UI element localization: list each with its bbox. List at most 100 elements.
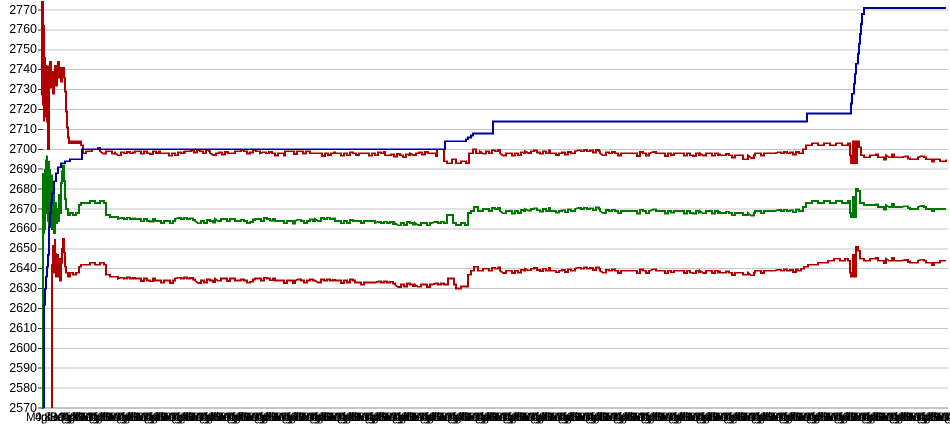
x-tick-label: 0gfDaT4tW <box>394 412 448 424</box>
x-tick-label: 8BQgfD6Th <box>154 412 212 424</box>
x-tick-label: 0gfDaT4tW <box>752 412 807 424</box>
x-tick-label: M4pdeJg0B <box>164 412 221 424</box>
x-tick-label: 0gfDaT4tW <box>145 412 200 424</box>
x-tick-label: 0gfDaT4tW <box>311 412 365 424</box>
x-tick-label: 8BQgfD6Th <box>44 412 101 424</box>
x-tick-label: 8BQgfD6Th <box>237 412 295 424</box>
y-tick-label: 2600 <box>9 340 37 355</box>
x-tick-label: 0gfDaT4tW <box>62 412 117 424</box>
y-tick-label: 2730 <box>9 82 37 97</box>
x-tick-label: M4pdeJg0B <box>688 412 746 424</box>
x-tick-label: 8BQgfD6Th <box>844 412 902 424</box>
x-tick-label: 0gfDaT4tW <box>256 412 310 424</box>
y-tick-label: 2720 <box>9 102 37 116</box>
x-tick-label: M4pdeJg0B <box>909 412 950 424</box>
x-tick-label: 8BQgfD6Th <box>872 412 929 424</box>
x-tick-label: 8BQgfD6Th <box>292 412 350 424</box>
y-tick-label: 2660 <box>9 221 37 236</box>
x-tick-label: M4pdeJg0B <box>633 412 691 424</box>
y-tick-label: 2700 <box>9 141 37 156</box>
x-tick-label: 8BQgfD6Th <box>900 412 950 424</box>
x-tick-label: M4pdeJg0B <box>191 412 249 424</box>
y-tick-label: 2580 <box>9 380 37 395</box>
x-tick-label: 8BQgfD6Th <box>348 412 405 424</box>
x-tick-label: M4pdeJg0B <box>412 412 470 424</box>
x-tick-label: M4pdeJg0B <box>81 412 139 424</box>
x-tick-label: 0gfDaT4tW <box>449 412 503 424</box>
x-tick-label: 0gfDaT4tW <box>366 412 421 424</box>
x-tick-label: 8BQgfD6Th <box>320 412 377 424</box>
x-tick-label: 8BQgfD6Th <box>927 412 950 424</box>
y-tick-label: 2770 <box>9 2 37 17</box>
x-tick-label: 0gfDaT4tW <box>697 412 752 424</box>
x-tick-label: 8BQgfD6Th <box>430 412 488 424</box>
green-line <box>42 155 946 409</box>
x-tick-label: 8BQgfD6Th <box>72 412 129 424</box>
x-tick-label: 0gfDaT4tW <box>670 412 724 424</box>
x-tick-label: 8BQgfD6Th <box>403 412 460 424</box>
x-tick-label: M4pdeJg0B <box>854 412 911 424</box>
x-tick-label: M4pdeJg0B <box>53 412 111 424</box>
x-tick-label: 8BQgfD6Th <box>817 412 874 424</box>
red-lower-line <box>51 237 946 408</box>
x-tick-label: 0gfDaT4tW <box>90 412 145 424</box>
x-tick-label: M4pdeJg0B <box>302 412 359 424</box>
x-tick-label: 0gfDaT4tW <box>918 412 950 424</box>
x-tick-label: M4pdeJg0B <box>826 412 884 424</box>
x-tick-label: 8BQgfD6Th <box>762 412 819 424</box>
x-tick-label: 0gfDaT4tW <box>835 412 890 424</box>
x-tick-label: 8BQgfD6Th <box>596 412 653 424</box>
x-tick-label: 8BQgfD6Th <box>651 412 709 424</box>
x-tick-label: 0gfDaT4tW <box>338 412 393 424</box>
y-tick-label: 2630 <box>9 281 37 296</box>
x-tick-label: 8BQgfD6Th <box>375 412 433 424</box>
x-tick-label: M4pdeJg0B <box>936 412 950 424</box>
x-tick-label: M4pdeJg0B <box>605 412 663 424</box>
y-tick-label: 2610 <box>9 320 37 335</box>
x-tick-label: M4pdeJg0B <box>798 412 856 424</box>
x-tick-label: 0gfDaT4tW <box>559 412 614 424</box>
x-tick-label: 8BQgfD6Th <box>568 412 626 424</box>
x-tick-label: 0gfDaT4tW <box>614 412 669 424</box>
x-tick-label: M4pdeJg0B <box>384 412 442 424</box>
x-tick-label: M4pdeJg0B <box>550 412 608 424</box>
x-tick-label: 8BQgfD6Th <box>513 412 571 424</box>
y-tick-label: 2750 <box>9 42 37 57</box>
y-tick-label: 2690 <box>9 161 37 176</box>
x-tick-label: M4pdeJg0B <box>495 412 553 424</box>
x-tick-label: 8BQgfD6Th <box>127 412 184 424</box>
x-tick-label: M4pdeJg0B <box>578 412 635 424</box>
x-tick-label: 0gfDaT4tW <box>35 412 89 424</box>
x-tick-label: M4pdeJg0B <box>219 412 277 424</box>
x-tick-label: 0gfDaT4tW <box>504 412 559 424</box>
y-tick-label: 2760 <box>9 22 37 37</box>
x-tick-label: M4pdeJg0B <box>26 412 83 424</box>
x-tick-label: M4pdeJg0B <box>357 412 415 424</box>
y-tick-label: 2680 <box>9 181 37 196</box>
x-tick-label: 0gfDaT4tW <box>863 412 917 424</box>
x-tick-label: M4pdeJg0B <box>771 412 829 424</box>
x-tick-label: 8BQgfD6Th <box>265 412 322 424</box>
x-tick-label: 8BQgfD6Th <box>679 412 736 424</box>
x-tick-label: 0gfDaT4tW <box>228 412 283 424</box>
x-tick-label: M4pdeJg0B <box>329 412 387 424</box>
x-tick-label: M4pdeJg0B <box>660 412 718 424</box>
x-tick-label: 8BQgfD6Th <box>541 412 598 424</box>
x-tick-label: 0gfDaT4tW <box>890 412 945 424</box>
x-tick-label: 0gfDaT4tW <box>476 412 531 424</box>
x-tick-label: 0gfDaT4tW <box>532 412 586 424</box>
x-tick-label: 8BQgfD6Th <box>706 412 764 424</box>
y-tick-label: 2620 <box>9 301 37 315</box>
x-tick-label: M4pdeJg0B <box>274 412 332 424</box>
y-tick-label: 2570 <box>9 400 37 415</box>
x-tick-label: 0gfDaT4tW <box>587 412 641 424</box>
x-tick-label: 0gfDaT4tW <box>725 412 779 424</box>
x-tick-label: 8BQgfD6Th <box>99 412 157 424</box>
x-tick-label: 8BQgfD6Th <box>210 412 267 424</box>
x-tick-label: 8BQgfD6Th <box>182 412 239 424</box>
y-tick-label: 2650 <box>9 241 37 256</box>
y-tick-label: 2590 <box>9 360 37 375</box>
x-tick-label: M4pdeJg0B <box>136 412 194 424</box>
